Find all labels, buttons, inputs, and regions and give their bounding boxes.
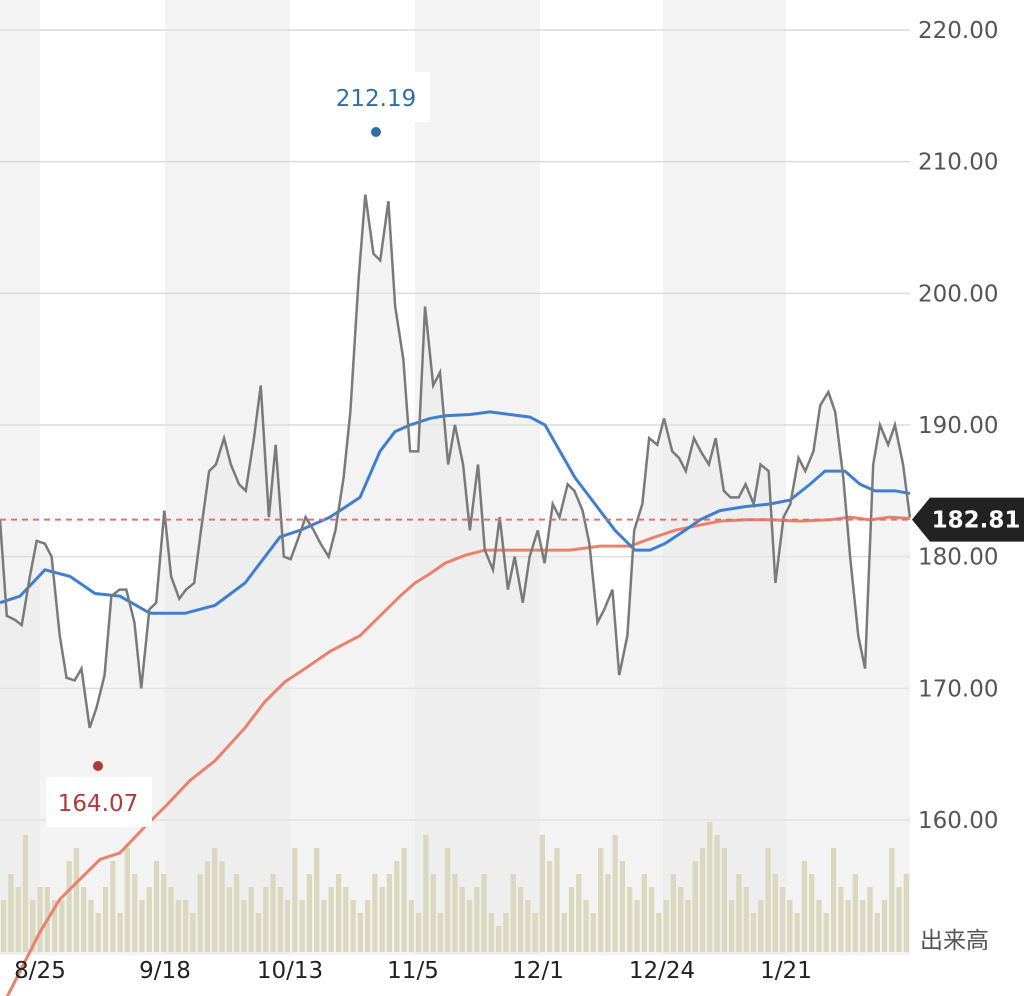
y-tick-label-1: 210.00 (918, 150, 998, 176)
y-tick-label-2: 200.00 (918, 281, 998, 307)
current-price-label: 182.81 (932, 508, 1021, 534)
x-tick-label-2: 10/13 (257, 958, 323, 984)
annotations: 212.19 164.07 (46, 72, 430, 827)
current-price-badge: 182.81 (912, 497, 1024, 542)
ma-short-line (0, 410, 911, 615)
y-tick-label-4: 180.00 (918, 545, 998, 571)
low-marker (93, 761, 103, 771)
y-tick-label-6: 160.00 (918, 808, 998, 834)
y-axis-ticks: 220.00 210.00 200.00 190.00 180.00 170.00 160.… (918, 18, 998, 834)
high-label-bg (326, 72, 430, 122)
x-axis-ticks: 8/25 9/18 10/13 11/5 12/1 12/24 1/21 (14, 958, 812, 984)
x-tick-label-0: 8/25 (14, 958, 66, 984)
y-tick-label-0: 220.00 (918, 18, 998, 44)
x-tick-label-1: 9/18 (139, 958, 191, 984)
x-tick-label-5: 12/24 (629, 958, 695, 984)
volume-label: 出来高 (920, 928, 989, 954)
low-label-bg (46, 777, 152, 827)
x-tick-label-4: 12/1 (512, 958, 564, 984)
high-label: 212.19 (336, 86, 416, 112)
y-tick-label-5: 170.00 (918, 676, 998, 702)
current-price-badge-shape (912, 497, 1024, 542)
price-area (0, 194, 910, 956)
x-tick-label-6: 1/21 (760, 958, 812, 984)
x-tick-label-3: 11/5 (387, 958, 439, 984)
price-line (0, 194, 912, 729)
high-marker (371, 127, 381, 137)
y-tick-label-3: 190.00 (918, 413, 998, 439)
low-label: 164.07 (58, 791, 138, 817)
